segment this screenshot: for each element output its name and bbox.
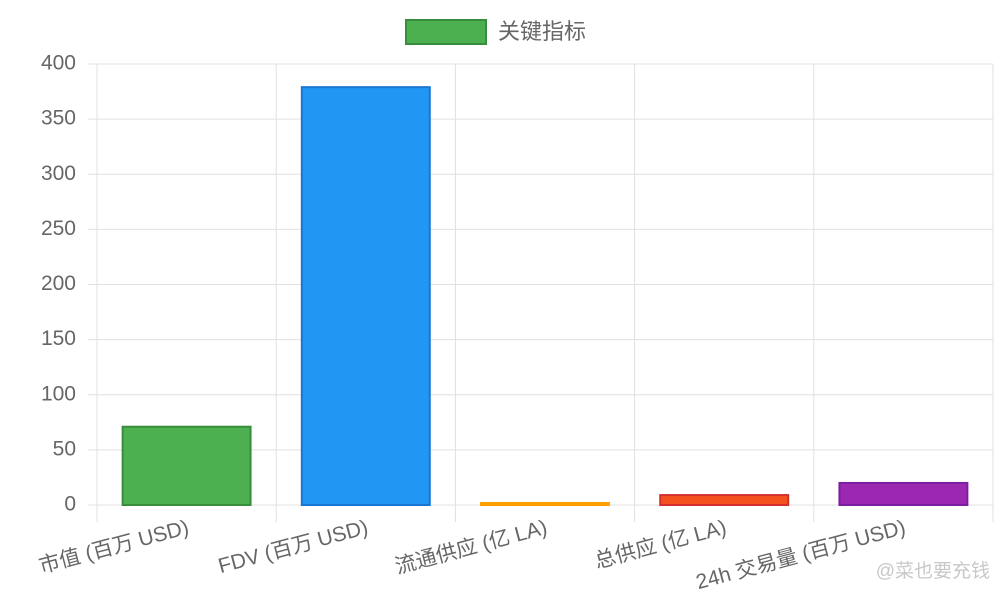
y-tick-label: 50 xyxy=(53,437,76,460)
bar xyxy=(480,502,610,507)
x-tick-label: 流通供应 (亿 LA) xyxy=(393,516,550,579)
y-tick-label: 250 xyxy=(41,217,76,240)
y-tick-label: 0 xyxy=(64,493,76,516)
watermark: @菜也要充钱 xyxy=(876,560,990,582)
y-tick-label: 400 xyxy=(41,52,76,75)
legend-label: 关键指标 xyxy=(498,19,586,44)
x-tick-label: 总供应 (亿 LA) xyxy=(592,516,729,573)
y-tick-label: 200 xyxy=(41,272,76,295)
bar xyxy=(121,425,252,506)
x-tick-label: 市值 (百万 USD) xyxy=(37,516,192,578)
x-tick-label: FDV (百万 USD) xyxy=(216,516,371,578)
y-tick-label: 150 xyxy=(41,327,76,350)
y-tick-label: 100 xyxy=(41,382,76,405)
legend-swatch xyxy=(405,19,487,45)
y-tick-label: 300 xyxy=(41,162,76,185)
y-tick-label: 350 xyxy=(41,107,76,130)
bar xyxy=(300,86,431,506)
bar xyxy=(659,494,790,507)
bar xyxy=(838,481,969,507)
